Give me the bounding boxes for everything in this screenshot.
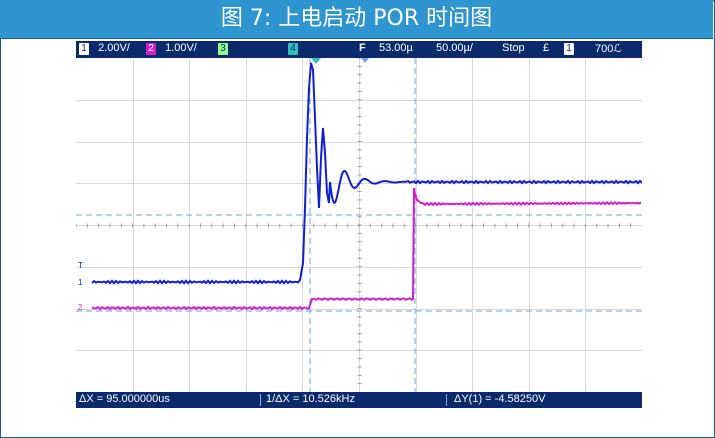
delta-y-readout: ΔY(1) = -4.58250V [454, 393, 546, 405]
graticule-grid [76, 58, 642, 392]
channel-3-indicator[interactable]: 3 [218, 42, 228, 55]
channel-2-number: 2 [146, 43, 156, 55]
readout-divider [260, 394, 261, 406]
channel-2-trace [91, 187, 642, 311]
trigger-source-number: 1 [564, 43, 574, 55]
trigger-edge-icon: £ [543, 42, 550, 54]
channel-2-indicator[interactable]: 2 1.00V/ [146, 42, 197, 55]
trigger-position-marker-icon [311, 58, 321, 64]
inverse-delta-x-readout: 1/ΔX = 10.526kHz [266, 393, 355, 405]
figure-title-banner: 图 7: 上电启动 POR 时间图 [0, 0, 713, 39]
trigger-delay: 53.00µ [379, 42, 413, 54]
channel-3-number: 3 [218, 43, 228, 55]
trigger-level: 700ℒ [595, 43, 622, 55]
readout-divider [446, 394, 447, 406]
channel-4-indicator[interactable]: 4 [288, 42, 298, 55]
trigger-delay-marker-icon: F [359, 42, 366, 54]
channel-1-indicator[interactable]: 1 2.00V/ [79, 42, 130, 55]
trigger-level-marker: T [78, 261, 83, 270]
scope-measurement-bar: ΔX = 95.000000us 1/ΔX = 10.526kHz ΔY(1) … [76, 392, 642, 408]
timebase: 50.00µ/ [436, 42, 473, 54]
trigger-source-indicator[interactable]: 1 [564, 42, 574, 55]
measurement-cursors [76, 58, 642, 392]
channel-1-scale: 2.00V/ [98, 42, 130, 54]
oscilloscope-screen: 1 2.00V/ 2 1.00V/ 3 4 F 53.00µ 50.00µ/ S… [76, 41, 642, 408]
waveform-display: T 1 2 [76, 58, 642, 392]
figure-title: 图 7: 上电启动 POR 时间图 [220, 6, 493, 31]
channel-1-number: 1 [79, 43, 89, 55]
channel-2-ground-marker: 2 [78, 303, 83, 312]
scope-top-status-bar: 1 2.00V/ 2 1.00V/ 3 4 F 53.00µ 50.00µ/ S… [76, 41, 642, 58]
channel-1-trace [91, 62, 642, 285]
channel-4-number: 4 [288, 43, 298, 55]
channel-1-ground-marker: 1 [78, 278, 83, 287]
time-reference-marker-icon [361, 58, 369, 63]
delta-x-readout: ΔX = 95.000000us [79, 393, 170, 405]
acquisition-status: Stop [502, 42, 525, 54]
channel-2-scale: 1.00V/ [165, 42, 197, 54]
